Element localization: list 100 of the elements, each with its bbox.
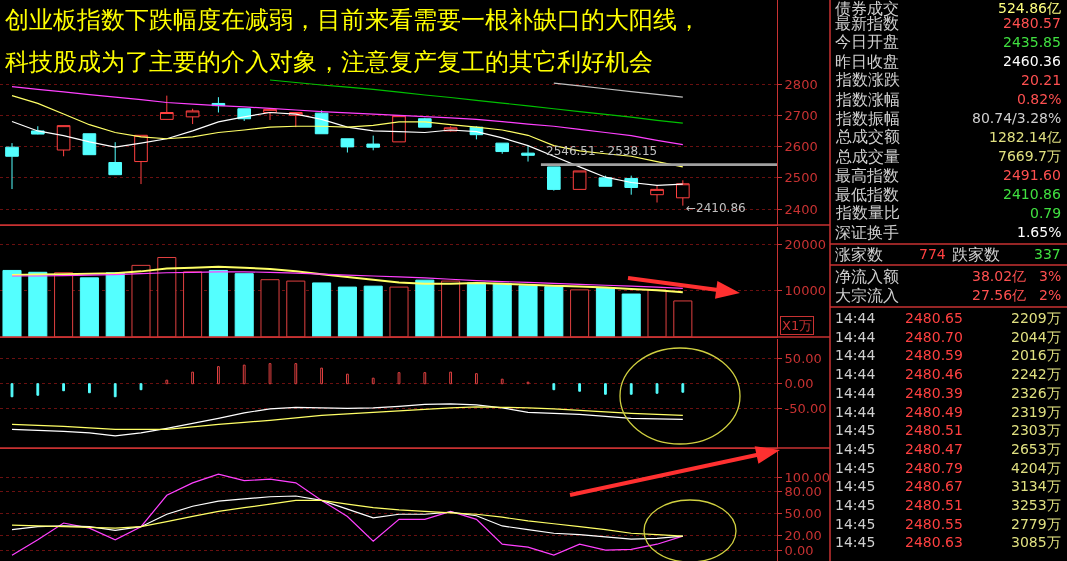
- bar: [492, 282, 512, 337]
- text: 14:45: [835, 497, 876, 513]
- bar: [260, 279, 280, 337]
- text: 总成交量: [835, 147, 900, 166]
- candlestick: [572, 170, 587, 190]
- text: 2480.63: [905, 534, 963, 550]
- y-tick-label: 80.00: [784, 484, 822, 500]
- text: 14:45: [835, 422, 876, 438]
- candlestick: [56, 125, 71, 157]
- annotation: ←2410.86: [686, 201, 746, 215]
- bar: [79, 277, 99, 337]
- bar: [208, 269, 228, 337]
- text: 2242万: [1011, 366, 1061, 382]
- line-series: [11, 406, 684, 431]
- text: 14:44: [835, 366, 876, 382]
- y-tick-label: 2500: [784, 170, 818, 186]
- line-series: [11, 271, 684, 290]
- line-series: [11, 111, 684, 186]
- y-tick-label: 20.00: [784, 527, 822, 543]
- text: 0.79: [1030, 205, 1062, 221]
- text: 38.02亿: [972, 268, 1027, 284]
- bar: [286, 280, 306, 337]
- bar: [157, 257, 177, 337]
- text: 2209万: [1011, 310, 1061, 326]
- text: 27.56亿: [972, 287, 1027, 303]
- text: 7669.7万: [998, 148, 1061, 164]
- text: 2491.60: [1003, 167, 1061, 183]
- bar: [337, 286, 357, 337]
- bar: [131, 264, 151, 337]
- text: 2%: [1039, 287, 1062, 303]
- text: 跌家数: [952, 245, 1000, 264]
- y-tick-label: 2600: [784, 139, 818, 155]
- text: 2480.55: [905, 516, 963, 532]
- candlestick: [650, 184, 664, 203]
- bar: [363, 285, 383, 337]
- line-series: [11, 265, 684, 294]
- text: 3134万: [1011, 478, 1061, 494]
- text: 指数涨跌: [835, 70, 900, 89]
- candlestick: [82, 133, 97, 156]
- candlestick: [185, 108, 200, 125]
- y-tick-label: 20000: [784, 237, 826, 253]
- text: 最高指数: [835, 166, 899, 185]
- candlestick: [340, 138, 355, 153]
- bar: [441, 280, 461, 337]
- text: 14:45: [835, 534, 876, 550]
- text: 2326万: [1011, 385, 1061, 401]
- bar: [621, 293, 641, 337]
- text: 14:44: [835, 329, 876, 345]
- chart-title: 创业板指数下跌幅度在减弱，目前来看需要一根补缺口的大阳线，: [5, 6, 701, 34]
- text: 14:45: [835, 516, 876, 532]
- y-tick-label: 100.00: [784, 469, 831, 485]
- y-tick-label: 2800: [784, 76, 818, 92]
- text: 净流入额: [835, 267, 899, 286]
- bar: [234, 273, 254, 337]
- candlestick: [159, 95, 174, 120]
- text: 2460.36: [1003, 53, 1061, 69]
- y-tick-label: 0.00: [784, 376, 814, 392]
- text: 14:45: [835, 460, 876, 476]
- text: 2653万: [1011, 441, 1061, 457]
- text: 指数振幅: [835, 109, 900, 128]
- text: 2480.70: [905, 329, 963, 345]
- candlestick: [134, 134, 148, 185]
- text: 2480.51: [905, 497, 963, 513]
- text: 今日开盘: [835, 32, 899, 51]
- text: 3253万: [1011, 497, 1061, 513]
- text: 涨家数: [835, 245, 883, 264]
- text: 2319万: [1011, 404, 1061, 420]
- text: 深证换手: [835, 223, 899, 242]
- candlestick: [366, 135, 381, 151]
- bar: [2, 269, 22, 337]
- bar: [415, 279, 435, 337]
- line-series: [11, 473, 684, 556]
- text: 774: [919, 246, 946, 262]
- text: 524.86亿: [998, 0, 1061, 16]
- text: 1.65%: [1017, 224, 1062, 240]
- line-series: [11, 403, 684, 437]
- line-series: [11, 95, 684, 168]
- text: 337: [1034, 246, 1061, 262]
- text: 14:45: [835, 478, 876, 494]
- text: 2410.86: [1003, 186, 1061, 202]
- text: 2480.67: [905, 478, 963, 494]
- text: 2480.46: [905, 366, 963, 382]
- text: 2480.65: [905, 310, 963, 326]
- bar: [54, 272, 74, 337]
- bar: [595, 287, 615, 337]
- text: 2480.79: [905, 460, 963, 476]
- y-tick-label: 10000: [784, 283, 826, 299]
- text: 2480.49: [905, 404, 963, 420]
- candlestick: [5, 142, 19, 190]
- line-series: [269, 79, 684, 124]
- bar: [312, 282, 332, 337]
- text: 2435.85: [1003, 34, 1061, 50]
- candlestick: [392, 115, 406, 143]
- text: 指数量比: [835, 203, 900, 222]
- y-tick-label: 0.00: [784, 542, 814, 558]
- text: 2044万: [1011, 329, 1061, 345]
- text: 大宗流入: [835, 286, 899, 305]
- text: 14:44: [835, 404, 876, 420]
- y-tick-label: 2700: [784, 107, 818, 123]
- text: 14:44: [835, 310, 876, 326]
